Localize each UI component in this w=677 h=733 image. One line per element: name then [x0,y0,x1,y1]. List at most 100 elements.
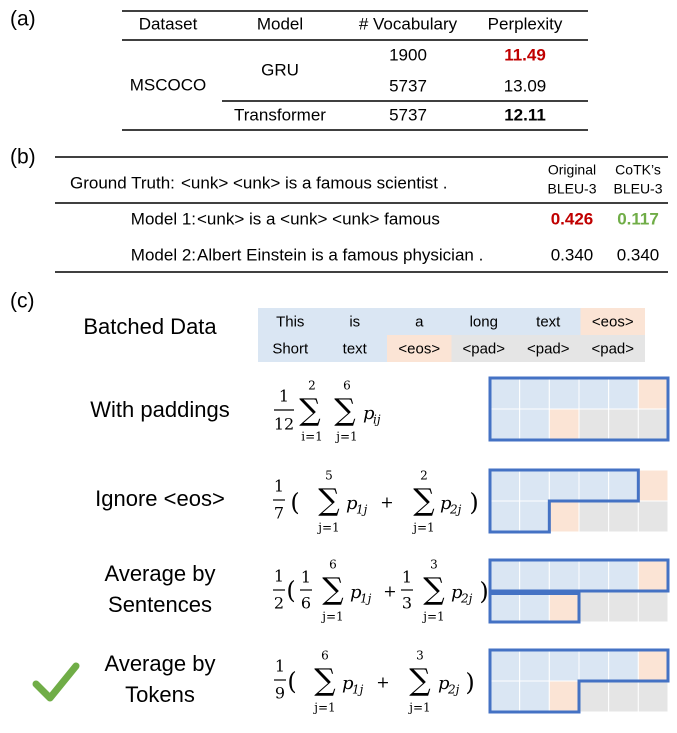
formula-token: 5 [325,469,333,483]
cell-text: is [349,313,360,330]
header: Perplexity [488,14,563,33]
formula-token: p [451,582,463,603]
formula-token: 1 [279,387,289,406]
formula-token: 1j [360,592,372,606]
outline [488,376,670,442]
formula-token: ( [290,489,299,517]
column-header: Original [548,162,596,178]
formula-token: ∑ [299,393,321,428]
cell [322,308,387,335]
formula-token: 3 [416,649,424,663]
formula-token: j=1 [320,610,343,624]
formula-token: 6 [301,594,311,613]
cell-text: Short [272,340,309,357]
grid-cell [637,680,669,713]
formula-token: 2j [449,503,462,517]
formula-token: 2 [308,379,316,393]
grid-cell [548,559,580,592]
cell [516,335,581,362]
formula-token: j=1 [316,521,339,535]
grid-cell [578,559,610,592]
row-label: With paddings [90,397,229,422]
outline [488,468,640,534]
perplexity: 11.49 [504,45,546,64]
vocab: 5737 [389,105,427,124]
grid-cell [608,649,639,682]
grid-cell [608,408,639,441]
formula-token: 2j [447,683,460,697]
formula-token: p [350,582,362,603]
cell-text: <pad> [591,340,634,357]
cell-text: <pad> [527,340,570,357]
score: 0.340 [617,245,660,264]
cell-text: text [343,340,368,357]
grid-cell [578,500,610,533]
formula-token: ∑ [423,572,445,607]
formula-token: 2 [420,469,428,483]
formula-token: 7 [274,504,284,523]
formula-token: ) [469,489,478,517]
cell-text: This [276,313,304,330]
cell-text: <pad> [462,340,505,357]
formula-token: ( [287,668,296,696]
grid-cell [489,680,521,713]
formula-token: ) [479,578,488,606]
grid-cell [608,680,639,713]
grid-cell [578,408,610,441]
grid-cell [519,590,550,623]
grid-cell [519,469,550,502]
row-label: Model 1: [131,209,196,228]
formula-token: ∑ [314,663,336,698]
sentence: <unk> <unk> is a famous scientist . [181,173,447,192]
formula-token: j=1 [407,701,430,715]
outline [488,591,581,624]
panel-label: (a) [10,8,36,31]
grid-cell [637,500,669,533]
grid-cell [608,377,639,410]
column-header: BLEU-3 [547,181,596,197]
formula-token: ij [373,413,381,427]
formula-token: 6 [321,649,329,663]
row-label: Tokens [125,682,195,707]
row-label: Average by [105,561,216,586]
header: Dataset [139,14,198,33]
cell [387,308,452,335]
dataset: MSCOCO [130,75,207,94]
row-label: Sentences [108,592,212,617]
cell [258,308,323,335]
formula-token: ( [286,577,295,605]
formula-token: 1 [274,567,284,586]
formula-token: 1 [275,657,285,676]
formula-token: p [363,403,375,424]
header: # Vocabulary [359,14,458,33]
batched-title: Batched Data [83,314,217,339]
column-header: CoTK’s [615,162,661,178]
formula-token: ∑ [334,393,356,428]
grid-cell [489,469,521,502]
grid-cell [519,559,550,592]
row-label: Average by [105,651,216,676]
row-label: Model 2: [131,245,196,264]
formula-token: ∑ [322,572,344,607]
score: 0.117 [617,209,659,228]
formula-token: + [380,493,393,512]
formula-token: p [346,493,358,514]
formula-token: 1j [352,683,364,697]
formula-token: j=1 [334,430,357,444]
grid-cell [578,649,610,682]
vocab: 5737 [389,76,427,95]
panel-label: (b) [10,146,36,169]
model: GRU [261,60,299,79]
grid-cell [608,500,639,533]
grid-cell [548,649,580,682]
grid-cell [519,680,550,713]
grid-cell [637,649,669,682]
grid-cell [519,408,550,441]
grid-cell [548,469,580,502]
grid-cell [489,377,521,410]
grid-cell [578,469,610,502]
formula-token: i=1 [301,430,323,444]
grid-cell [519,649,550,682]
cell [580,335,645,362]
